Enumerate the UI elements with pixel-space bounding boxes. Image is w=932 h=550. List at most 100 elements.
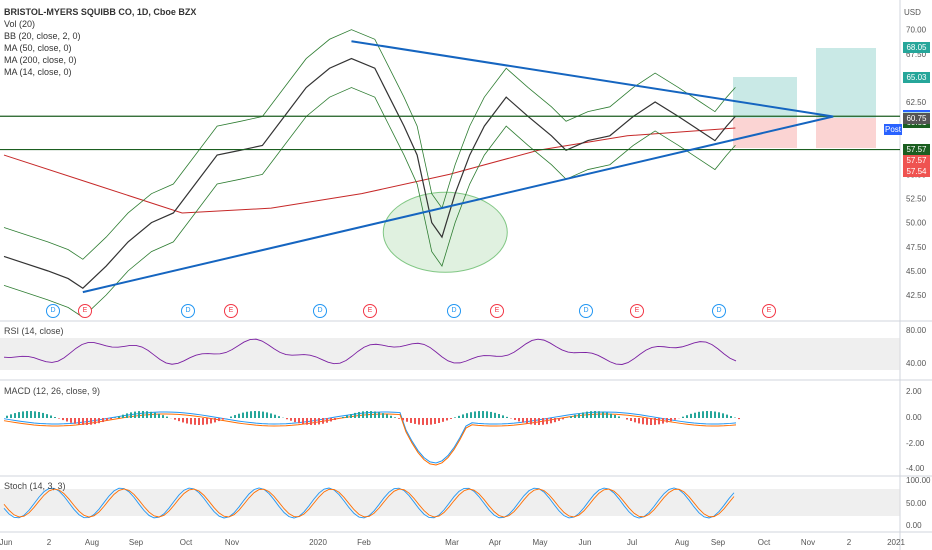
y-tick-label: 52.50 <box>906 195 927 204</box>
macd-histogram-bar <box>350 414 352 418</box>
macd-histogram-bar <box>610 413 612 418</box>
macd-histogram-bar <box>74 418 76 424</box>
macd-histogram-bar <box>518 418 520 422</box>
indicator-ma14[interactable]: MA (14, close, 0) <box>4 67 72 77</box>
price-tag: 57.57 <box>903 143 930 155</box>
indicator-ma50[interactable]: MA (50, close, 0) <box>4 43 72 53</box>
macd-histogram-bar <box>686 415 688 418</box>
dividend-marker[interactable]: D <box>181 304 195 318</box>
macd-tick: -4.00 <box>906 464 925 473</box>
x-tick-label: 2020 <box>309 538 327 547</box>
macd-histogram-bar <box>190 418 192 425</box>
macd-histogram-bar <box>682 416 684 418</box>
macd-histogram-bar <box>590 411 592 418</box>
macd-histogram-bar <box>102 418 104 423</box>
macd-histogram-bar <box>618 416 620 418</box>
earnings-marker[interactable]: E <box>762 304 776 318</box>
earnings-marker[interactable]: E <box>490 304 504 318</box>
macd-histogram-bar <box>214 418 216 423</box>
indicator-vol[interactable]: Vol (20) <box>4 19 36 29</box>
price-tag: 65.03 <box>903 71 930 83</box>
macd-histogram-bar <box>394 417 396 418</box>
indicator-bb[interactable]: BB (20, close, 2, 0) <box>4 31 81 41</box>
macd-histogram-bar <box>310 418 312 425</box>
macd-histogram-bar <box>162 415 164 418</box>
earnings-marker[interactable]: E <box>224 304 238 318</box>
macd-tick: -2.00 <box>906 439 925 448</box>
macd-histogram-bar <box>522 418 524 423</box>
macd-histogram-bar <box>182 418 184 423</box>
price-line <box>3 57 736 290</box>
earnings-marker[interactable]: E <box>630 304 644 318</box>
macd-histogram-bar <box>194 418 196 425</box>
macd-histogram-bar <box>6 415 8 418</box>
earnings-marker[interactable]: E <box>78 304 92 318</box>
macd-histogram-bar <box>274 414 276 418</box>
macd-histogram-bar <box>634 418 636 423</box>
macd-histogram-bar <box>290 418 292 421</box>
macd-histogram-bar <box>658 418 660 425</box>
macd-histogram-bar <box>198 418 200 425</box>
price-tag: 68.05 <box>903 42 930 54</box>
macd-histogram-bar <box>722 413 724 418</box>
macd-histogram-bar <box>662 418 664 424</box>
x-tick-label: Aug <box>675 538 689 547</box>
macd-histogram-bar <box>582 412 584 418</box>
macd-histogram-bar <box>446 418 448 421</box>
macd-histogram-bar <box>370 411 372 418</box>
macd-histogram-bar <box>106 418 108 421</box>
earnings-marker[interactable]: E <box>363 304 377 318</box>
macd-histogram-bar <box>238 413 240 418</box>
macd-histogram-bar <box>546 418 548 425</box>
dividend-marker[interactable]: D <box>579 304 593 318</box>
rsi-tick: 80.00 <box>906 326 927 335</box>
macd-histogram-bar <box>34 411 36 418</box>
macd-histogram-bar <box>278 416 280 418</box>
x-tick-label: Oct <box>758 538 771 547</box>
macd-histogram-bar <box>354 412 356 418</box>
macd-histogram-bar <box>498 414 500 418</box>
macd-histogram-bar <box>494 412 496 418</box>
macd-histogram-bar <box>346 415 348 418</box>
dividend-marker[interactable]: D <box>712 304 726 318</box>
macd-histogram-bar <box>330 418 332 422</box>
target-box-2 <box>816 48 876 118</box>
macd-tick: 2.00 <box>906 387 922 396</box>
dividend-marker[interactable]: D <box>313 304 327 318</box>
macd-histogram-bar <box>450 418 452 419</box>
rsi-tick: 40.00 <box>906 359 927 368</box>
macd-histogram-bar <box>570 416 572 418</box>
macd-histogram-bar <box>374 411 376 418</box>
dividend-marker[interactable]: D <box>46 304 60 318</box>
macd-histogram-bar <box>638 418 640 424</box>
macd-histogram-bar <box>206 418 208 425</box>
macd-histogram-bar <box>326 418 328 423</box>
macd-histogram-bar <box>702 411 704 418</box>
macd-histogram-bar <box>462 414 464 418</box>
macd-histogram-bar <box>318 418 320 425</box>
macd-histogram-bar <box>654 418 656 425</box>
macd-histogram-bar <box>82 418 84 425</box>
macd-histogram-bar <box>434 418 436 424</box>
macd-histogram-bar <box>338 418 340 419</box>
macd-histogram-bar <box>606 412 608 418</box>
x-tick-label: Sep <box>129 538 144 547</box>
macd-histogram-bar <box>466 413 468 418</box>
x-tick-label: Oct <box>180 538 193 547</box>
indicator-ma200[interactable]: MA (200, close, 0) <box>4 55 77 65</box>
dividend-marker[interactable]: D <box>447 304 461 318</box>
x-tick-label: 2 <box>47 538 52 547</box>
macd-histogram-bar <box>694 412 696 418</box>
macd-histogram-bar <box>382 413 384 418</box>
macd-histogram-bar <box>218 418 220 422</box>
macd-tick: 0.00 <box>906 413 922 422</box>
macd-histogram-bar <box>594 411 596 418</box>
x-tick-label: Jun <box>0 538 12 547</box>
macd-histogram-bar <box>66 418 68 422</box>
y-tick-label: 62.50 <box>906 98 927 107</box>
x-tick-label: Jun <box>579 538 592 547</box>
y-tick-label: 50.00 <box>906 219 927 228</box>
stoch-d-line <box>3 488 735 518</box>
macd-histogram-bar <box>250 411 252 418</box>
